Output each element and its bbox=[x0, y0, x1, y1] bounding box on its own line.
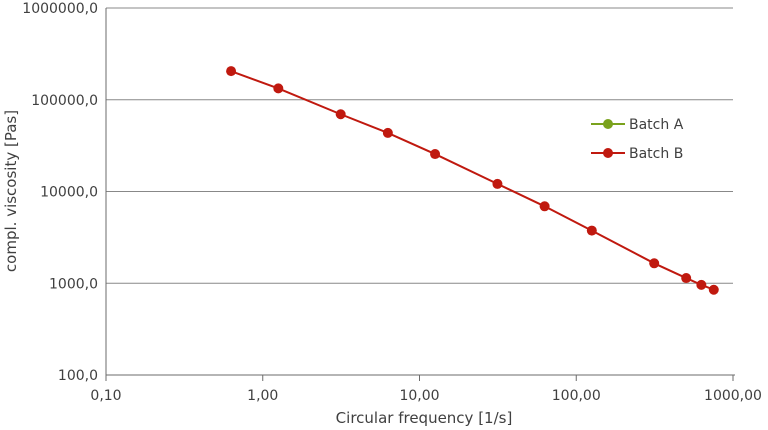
y-tick-label: 10000,0 bbox=[40, 185, 98, 201]
data-point bbox=[681, 273, 692, 284]
x-tick-label: 0,10 bbox=[90, 388, 121, 404]
y-tick-label: 1000,0 bbox=[49, 276, 98, 292]
legend-marker bbox=[603, 119, 613, 129]
x-axis-title: Circular frequency [1/s] bbox=[336, 409, 513, 427]
series-batch-b bbox=[226, 66, 719, 295]
legend-label: Batch A bbox=[629, 117, 684, 133]
y-tick-label: 1000000,0 bbox=[22, 1, 98, 17]
legend-item: Batch B bbox=[591, 146, 683, 162]
legend-item: Batch A bbox=[591, 117, 684, 133]
data-point bbox=[539, 201, 550, 212]
data-point bbox=[430, 149, 441, 160]
y-tick-label: 100000,0 bbox=[31, 93, 98, 109]
data-point bbox=[586, 225, 597, 236]
data-point bbox=[273, 83, 284, 94]
data-point bbox=[335, 109, 346, 120]
x-tick-label: 1000,00 bbox=[704, 388, 762, 404]
data-point bbox=[708, 284, 719, 295]
data-point bbox=[649, 258, 660, 269]
legend: Batch A Batch B bbox=[591, 117, 684, 162]
y-tick-label: 100,0 bbox=[58, 368, 98, 384]
series-line bbox=[230, 70, 715, 291]
x-tick-label: 1,00 bbox=[247, 388, 278, 404]
data-point bbox=[382, 127, 393, 138]
x-tick-label: 10,00 bbox=[399, 388, 439, 404]
data-series bbox=[226, 66, 719, 295]
legend-marker bbox=[603, 148, 613, 158]
grid-lines bbox=[106, 7, 733, 284]
data-point bbox=[696, 279, 707, 290]
tick-labels: 100,0 1000,0 10000,0 100000,0 1000000,0 0,10 1… bbox=[22, 1, 762, 404]
data-point bbox=[492, 178, 503, 189]
legend-label: Batch B bbox=[629, 146, 683, 162]
axes bbox=[105, 8, 735, 381]
y-axis-title: compl. viscosity [Pas] bbox=[2, 110, 20, 272]
data-point bbox=[226, 66, 237, 77]
x-tick-label: 100,00 bbox=[552, 388, 601, 404]
